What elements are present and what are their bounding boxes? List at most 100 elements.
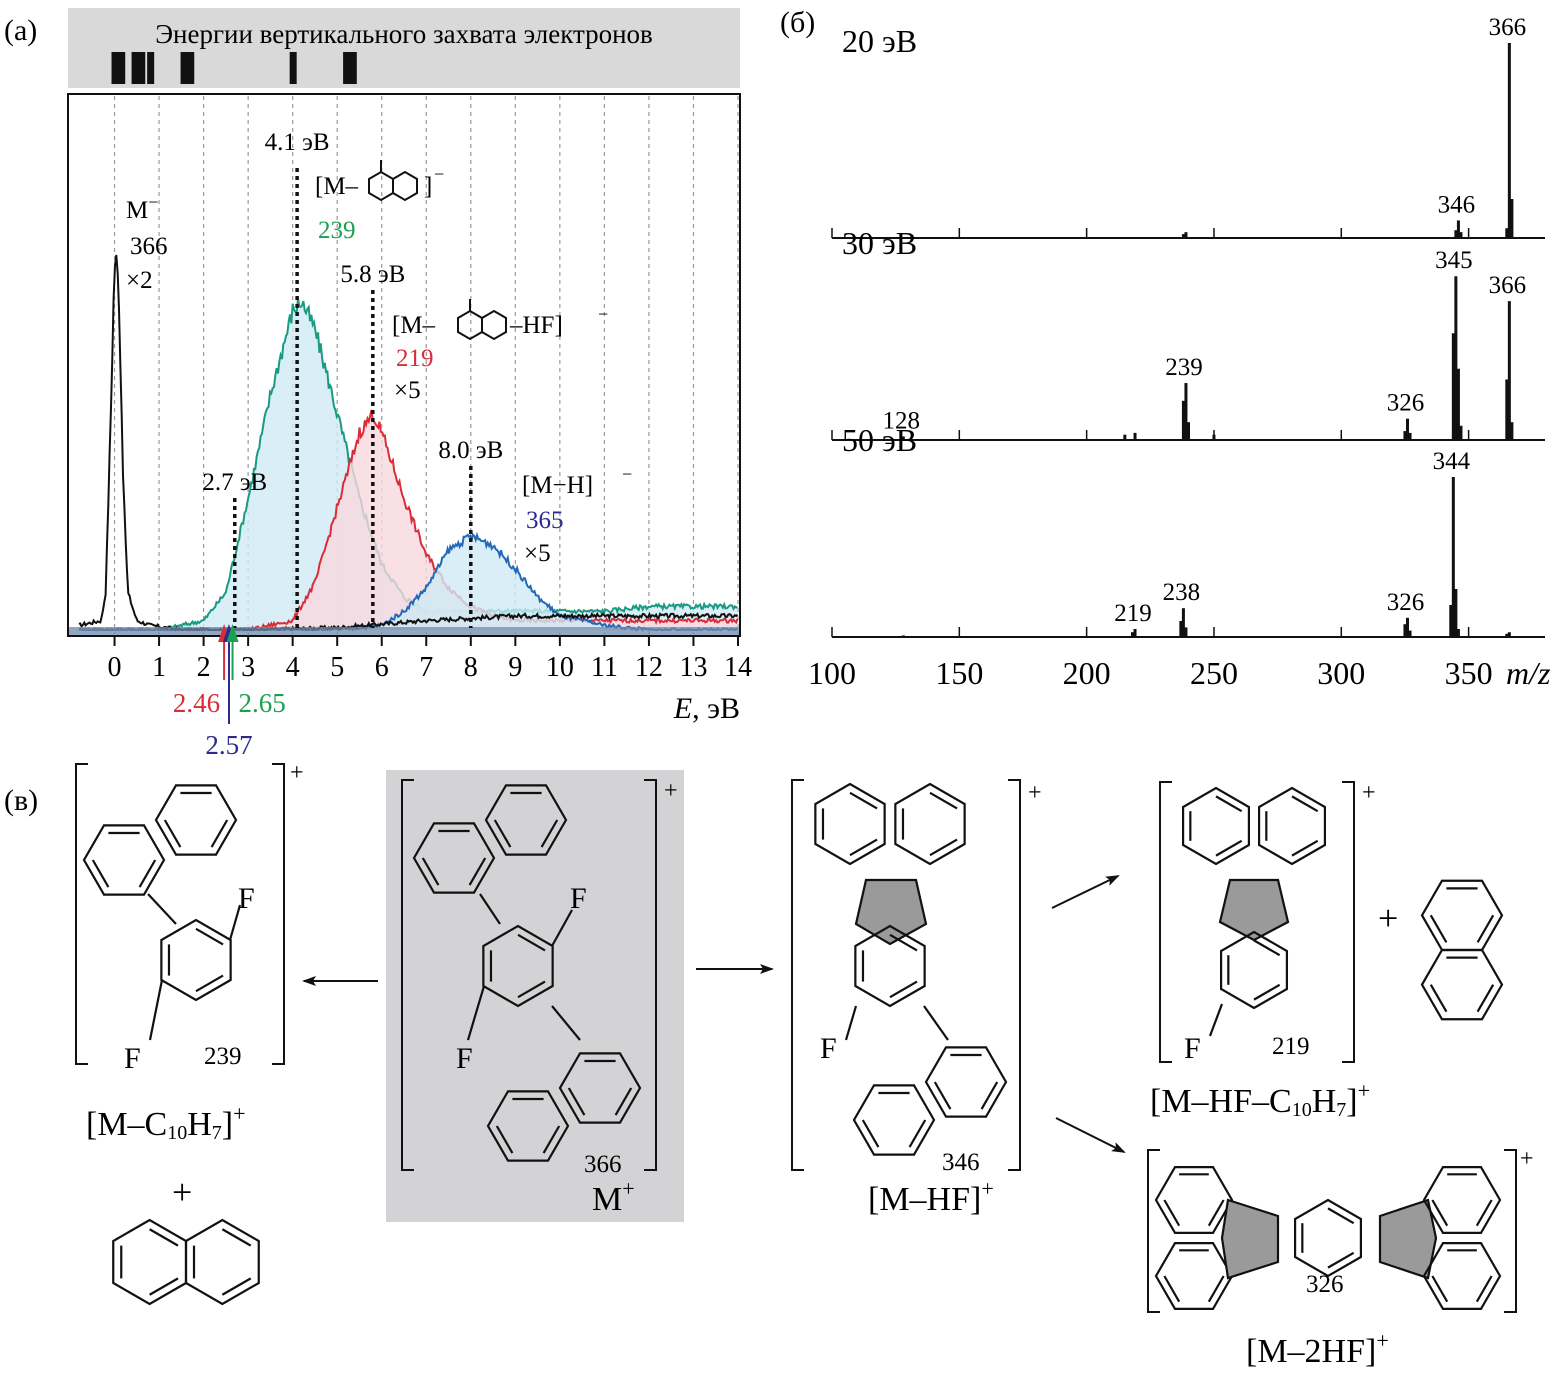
x-tick-label: 5: [330, 652, 344, 683]
double-bond: [849, 838, 878, 857]
br-mz: 326: [1306, 1271, 1344, 1298]
onset-value: 2.65: [239, 688, 286, 718]
left-formula: [M–C10H7]+: [86, 1101, 246, 1144]
curve-fill: [78, 410, 738, 630]
molecule-structures: [82, 782, 1504, 1311]
ring: [924, 1046, 1008, 1118]
ring: [82, 824, 166, 896]
double-bond: [149, 1228, 179, 1247]
double-bond: [1215, 795, 1243, 813]
spectrum-energy: 30 эВ: [842, 225, 917, 261]
double-bond: [1327, 1251, 1355, 1269]
left-f2: F: [124, 1042, 141, 1075]
bracket-mid-open: [791, 779, 804, 1171]
peak-marker-label: 5.8 эВ: [340, 261, 405, 288]
ring: [1420, 879, 1504, 952]
ring: [854, 924, 926, 1008]
peak-marker-label: 4.1 эВ: [265, 129, 330, 156]
vae-bar: [349, 52, 357, 84]
left-formula-hsub: 7: [212, 1122, 222, 1144]
x-tick-label: 11: [591, 652, 618, 683]
naphthalene: [112, 1218, 260, 1306]
left-formula-charge: +: [233, 1101, 245, 1126]
spectrum-peak-label: 239: [1165, 354, 1203, 381]
ring: [1181, 786, 1251, 866]
bracket-center-open: [401, 779, 414, 1171]
spectrum-energy: 20 эВ: [842, 23, 917, 59]
x-axis-a-symbol: E: [673, 692, 692, 725]
bond: [228, 904, 242, 941]
x-tick-label: 12: [635, 652, 663, 683]
left-formula-close: ]: [222, 1106, 233, 1143]
center-label: M+: [592, 1176, 635, 1218]
double-bond: [1253, 939, 1281, 957]
five-ring: [1220, 1198, 1280, 1280]
vae-bar: [131, 52, 139, 84]
left-mz: 239: [204, 1043, 242, 1070]
bracket-left-close: [272, 763, 285, 1065]
left-formula-main: [M–C: [86, 1106, 167, 1143]
svg-text:M−: M−: [126, 192, 158, 224]
x-tick-label: 4: [286, 652, 300, 683]
frag239-mz: 239: [318, 217, 356, 244]
double-bond: [1215, 839, 1243, 857]
double-bond: [1253, 983, 1281, 1001]
charge-mid: +: [1028, 780, 1042, 806]
vae-bar: [138, 52, 146, 84]
bond: [148, 979, 164, 1041]
x-axis-a-unit: , эВ: [692, 692, 740, 725]
x-tick-label-b: 150: [935, 655, 983, 691]
spectrum: 50 эВ 219 238 326 344: [831, 422, 1545, 638]
m-minus-charge: −: [148, 192, 158, 212]
spectrum-peak-label: 238: [1163, 579, 1201, 606]
double-bond: [889, 933, 918, 952]
spectrum-peak-label: 326: [1387, 589, 1425, 616]
x-tick-label: 10: [546, 652, 574, 683]
frag219-suffix: –HF]: [509, 312, 563, 339]
mid-mz: 346: [942, 1149, 980, 1176]
tr-formula-main: [M–HF–C: [1150, 1083, 1292, 1120]
left-plus: +: [172, 1172, 192, 1212]
five-ring: [1218, 878, 1290, 942]
spectrum-peak-label: 346: [1438, 191, 1476, 218]
bracket-center-close: [644, 779, 657, 1171]
label-frag-219: [M– –HF] − 219 ×5: [392, 299, 608, 404]
bond: [844, 1005, 858, 1041]
x-axis-b-ticks: 100 150 200 250 300 350: [808, 655, 1493, 691]
frag219-scale: ×5: [394, 377, 421, 404]
left-formula-sub: 10: [167, 1122, 187, 1144]
ring: [1420, 948, 1504, 1021]
tr-formula-sub: 10: [1292, 1099, 1312, 1121]
frag365-scale: ×5: [524, 540, 551, 567]
onset-arrow-head: [226, 624, 239, 642]
label-frag-365: [M−H] − 365 ×5: [522, 464, 632, 567]
ring: [484, 784, 568, 856]
ring: [486, 1090, 570, 1162]
frag239-prefix: [M–: [315, 173, 359, 200]
peak-marker-label: 2.7 эВ: [202, 469, 267, 496]
vae-bar: [180, 52, 188, 84]
bracket-br-open: [1147, 1149, 1160, 1313]
frag219-charge: −: [598, 304, 608, 324]
bond: [551, 1005, 581, 1041]
double-bond: [493, 819, 512, 848]
peak-marker-label: 8.0 эВ: [438, 437, 503, 464]
double-bond: [91, 859, 110, 888]
charge-left: +: [290, 760, 304, 786]
x-tick-label-b: 300: [1317, 655, 1365, 691]
left-formula-h: H: [187, 1106, 212, 1143]
double-bond: [849, 791, 878, 810]
vae-header-band: [68, 8, 740, 88]
spectrum-peak-label: 128: [883, 407, 921, 434]
frag365-formula: [M−H]: [522, 472, 593, 499]
double-bond: [1431, 1199, 1449, 1227]
bracket-tr-close: [1342, 781, 1355, 1063]
panel-label-a: (а): [4, 14, 37, 47]
x-tick-label: 0: [108, 652, 122, 683]
vae-header-title: Энергии вертикального захвата электронов: [155, 19, 653, 49]
molecule-366: [412, 784, 642, 1162]
spectrum-peak-label: 344: [1433, 448, 1471, 475]
bond: [551, 909, 573, 947]
double-bond: [980, 1081, 999, 1110]
